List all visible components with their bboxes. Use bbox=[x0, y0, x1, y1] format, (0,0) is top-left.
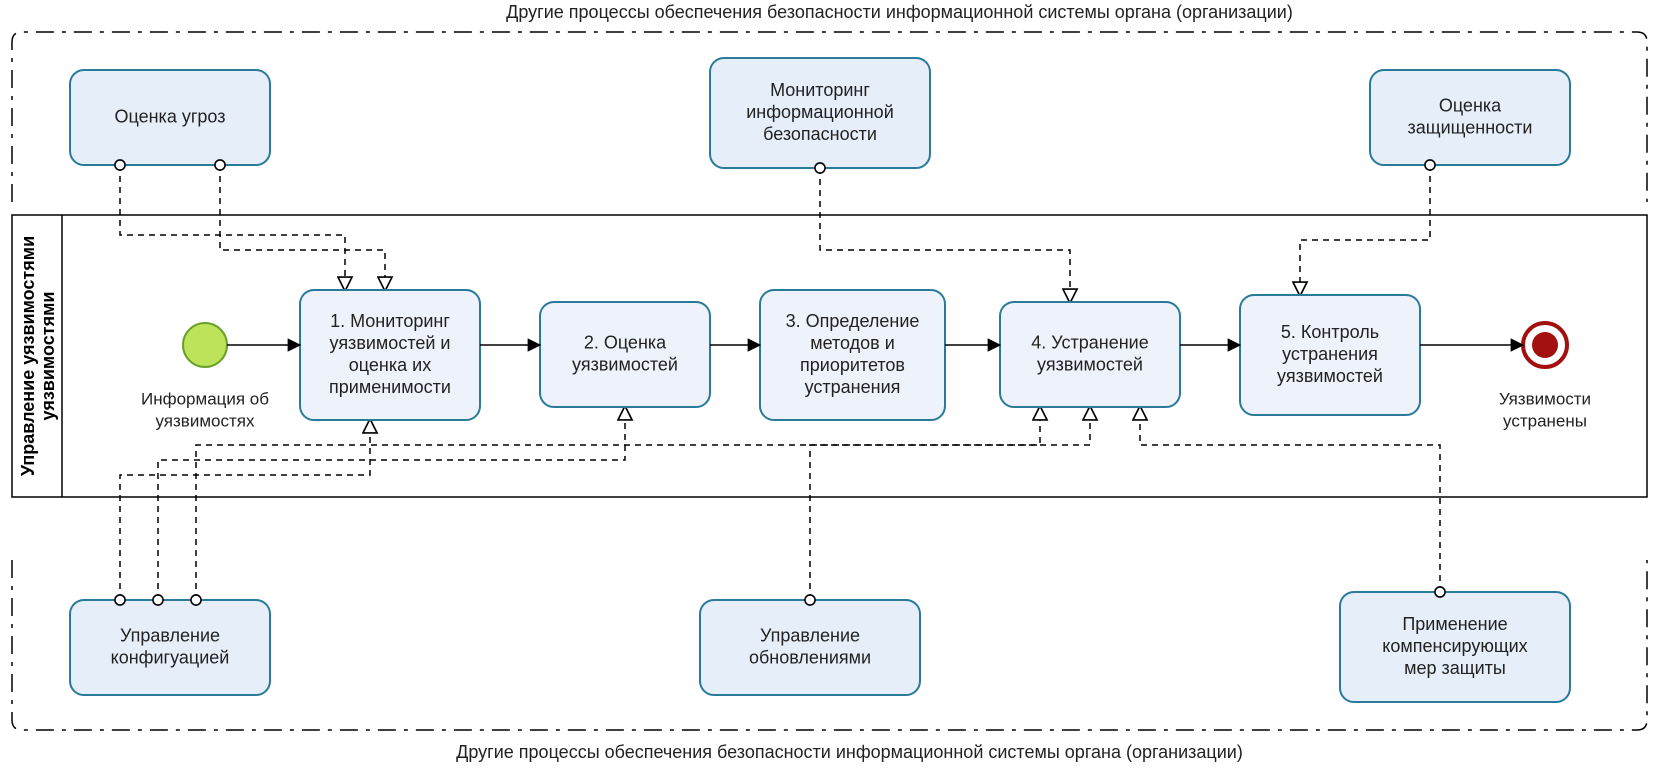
proc-box-top-t2-label: Мониторинг bbox=[770, 80, 870, 100]
main-box-m3-label: методов и bbox=[810, 333, 895, 353]
proc-box-bottom-b2-label: Управление bbox=[760, 625, 860, 645]
main-box-m1-label: 1. Мониторинг bbox=[330, 311, 450, 331]
title-bottom: Другие процессы обеспечения безопасности… bbox=[456, 742, 1243, 762]
main-box-m3-label: приоритетов bbox=[800, 355, 905, 375]
main-box-m2-label: 2. Оценка bbox=[584, 332, 667, 352]
proc-box-bottom-b3-label: Применение bbox=[1402, 614, 1507, 634]
proc-box-top-t3-label: защищенности bbox=[1408, 117, 1533, 137]
end-event-label: устранены bbox=[1503, 411, 1587, 430]
proc-box-bottom-b3-label: компенсирующих bbox=[1382, 636, 1527, 656]
start-event-label: уязвимостях bbox=[156, 411, 255, 430]
title-top: Другие процессы обеспечения безопасности… bbox=[506, 2, 1293, 22]
main-box-m1-label: применимости bbox=[329, 377, 451, 397]
main-box-m4-label: уязвимостей bbox=[1037, 354, 1143, 374]
proc-box-top-t3-label: Оценка bbox=[1439, 95, 1502, 115]
main-box-m3-label: 3. Определение bbox=[786, 311, 920, 331]
proc-box-top-t2-label: безопасности bbox=[763, 124, 877, 144]
lane-title-2: уязвимостями bbox=[38, 292, 58, 421]
main-box-m3-label: устранения bbox=[805, 377, 901, 397]
proc-box-bottom-b3-label: мер защиты bbox=[1404, 658, 1506, 678]
proc-box-top-t1-label: Оценка угроз bbox=[115, 106, 226, 126]
end-event-label: Уязвимости bbox=[1499, 389, 1591, 408]
proc-box-bottom-b1-label: конфигуацией bbox=[111, 647, 230, 667]
main-box-m1-label: оценка их bbox=[349, 355, 431, 375]
main-box-m5-label: устранения bbox=[1282, 344, 1378, 364]
main-box-m2-label: уязвимостей bbox=[572, 354, 678, 374]
proc-box-bottom-b1-label: Управление bbox=[120, 625, 220, 645]
proc-box-top-t2-label: информационной bbox=[746, 102, 894, 122]
main-box-m5-label: уязвимостей bbox=[1277, 366, 1383, 386]
end-event-inner bbox=[1532, 332, 1558, 358]
main-box-m5-label: 5. Контроль bbox=[1281, 322, 1379, 342]
start-event bbox=[183, 323, 227, 367]
proc-box-bottom-b2-label: обновлениями bbox=[749, 647, 871, 667]
start-event-label: Информация об bbox=[141, 389, 269, 408]
main-box-m1-label: уязвимостей и bbox=[330, 333, 451, 353]
main-box-m4-label: 4. Устранение bbox=[1031, 332, 1148, 352]
lane-title: Управление уязвимостями bbox=[18, 236, 38, 476]
